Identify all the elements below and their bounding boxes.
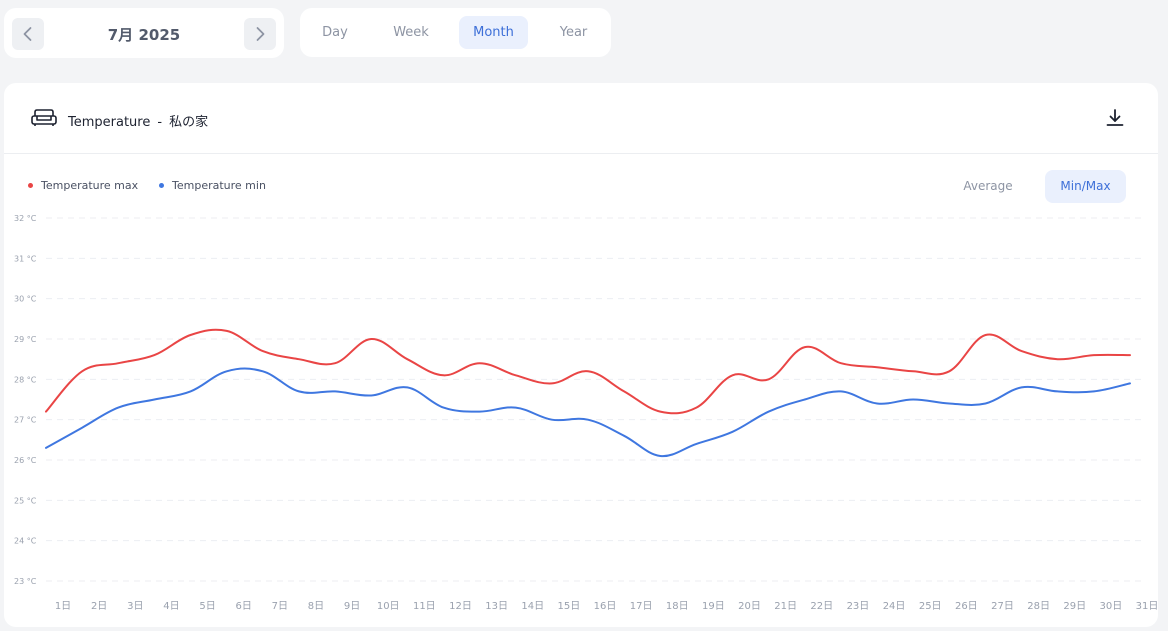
metric-name: Temperature xyxy=(68,115,151,130)
chevron-left-icon xyxy=(23,27,32,41)
x-tick-label: 23日 xyxy=(847,601,870,612)
legend-label-max: Temperature max xyxy=(41,179,139,192)
y-tick-label: 27 °C xyxy=(14,416,37,425)
x-tick-label: 3日 xyxy=(127,601,143,612)
x-tick-label: 15日 xyxy=(557,601,580,612)
x-tick-label: 13日 xyxy=(485,601,508,612)
chart-title: Temperature - 私の家 xyxy=(68,111,208,130)
x-tick-label: 29日 xyxy=(1063,601,1086,612)
y-tick-label: 25 °C xyxy=(14,496,37,505)
x-tick-label: 26日 xyxy=(955,601,978,612)
legend-dot-max xyxy=(28,182,33,188)
chart-card-header: Temperature - 私の家 xyxy=(4,83,1158,154)
x-tick-label: 5日 xyxy=(199,601,215,612)
x-tick-label: 19日 xyxy=(702,601,725,612)
x-tick-label: 10日 xyxy=(377,601,400,612)
x-tick-label: 21日 xyxy=(774,601,797,612)
legend-dot-min xyxy=(159,182,164,188)
x-tick-label: 17日 xyxy=(630,601,653,612)
chevron-right-icon xyxy=(256,27,265,41)
x-tick-label: 28日 xyxy=(1027,601,1050,612)
x-tick-label: 24日 xyxy=(883,601,906,612)
y-tick-label: 29 °C xyxy=(14,335,37,344)
x-tick-label: 25日 xyxy=(919,601,942,612)
x-tick-label: 6日 xyxy=(235,601,251,612)
download-icon[interactable] xyxy=(1104,107,1126,129)
x-tick-label: 27日 xyxy=(991,601,1014,612)
tab-week[interactable]: Week xyxy=(393,25,429,40)
current-period-label: 7月 2025 xyxy=(107,26,181,44)
x-tick-label: 31日 xyxy=(1136,601,1158,612)
x-tick-label: 14日 xyxy=(521,601,544,612)
series-line-temperature-min xyxy=(45,367,1131,458)
x-tick-label: 30日 xyxy=(1099,601,1122,612)
tab-year[interactable]: Year xyxy=(559,25,588,40)
sofa-icon xyxy=(31,109,57,126)
period-tabs: Day Week Month Year xyxy=(300,8,611,57)
date-navigator: 7月 2025 xyxy=(4,8,284,58)
x-tick-label: 8日 xyxy=(308,601,324,612)
y-tick-label: 30 °C xyxy=(14,295,37,304)
next-month-button[interactable] xyxy=(244,18,276,50)
y-tick-label: 24 °C xyxy=(14,537,37,546)
mode-minmax-button[interactable]: Min/Max xyxy=(1045,170,1126,203)
y-tick-label: 32 °C xyxy=(14,214,37,223)
legend-item-max[interactable]: Temperature max xyxy=(28,179,138,192)
legend-label-min: Temperature min xyxy=(172,179,266,192)
tab-day[interactable]: Day xyxy=(322,25,348,40)
series-line-temperature-max xyxy=(45,328,1131,415)
x-tick-label: 9日 xyxy=(344,601,360,612)
x-tick-label: 20日 xyxy=(738,601,761,612)
y-tick-label: 26 °C xyxy=(14,456,37,465)
x-tick-label: 7日 xyxy=(272,601,288,612)
legend-item-min[interactable]: Temperature min xyxy=(159,179,266,192)
y-tick-label: 31 °C xyxy=(14,254,37,263)
x-tick-label: 16日 xyxy=(594,601,617,612)
tab-month[interactable]: Month xyxy=(459,16,528,49)
y-tick-label: 23 °C xyxy=(14,577,37,586)
x-tick-label: 1日 xyxy=(55,601,71,612)
location-name: 私の家 xyxy=(169,115,209,130)
x-tick-label: 12日 xyxy=(449,601,472,612)
x-tick-label: 4日 xyxy=(163,601,179,612)
x-tick-label: 11日 xyxy=(413,601,436,612)
temperature-line-chart: 32 °C 31 °C 30 °C 29 °C 28 °C 27 °C 26 °C 25 °C… xyxy=(14,214,1158,612)
y-tick-label: 28 °C xyxy=(14,375,37,384)
x-tick-label: 22日 xyxy=(810,601,833,612)
x-tick-label: 2日 xyxy=(91,601,107,612)
temperature-chart-card: Temperature - 私の家 Temperature max Temperat… xyxy=(4,83,1158,627)
mode-average-button[interactable]: Average xyxy=(963,179,1013,193)
x-tick-label: 18日 xyxy=(666,601,689,612)
title-separator: - xyxy=(157,115,163,130)
previous-month-button[interactable] xyxy=(12,18,44,50)
